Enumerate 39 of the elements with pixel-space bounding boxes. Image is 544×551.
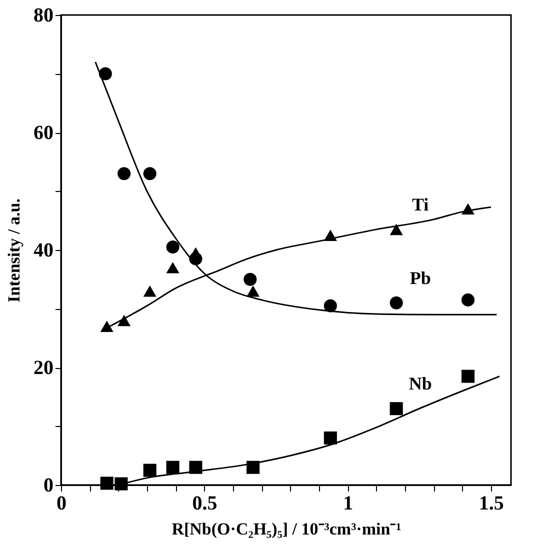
point xyxy=(118,167,131,180)
point xyxy=(100,320,114,332)
point xyxy=(244,272,257,286)
point xyxy=(461,293,475,306)
point xyxy=(166,262,180,274)
point xyxy=(189,460,202,474)
y-tick-label: 40 xyxy=(34,240,54,262)
y-axis-title: Intensity / a.u. xyxy=(4,198,24,302)
point xyxy=(166,240,180,254)
point xyxy=(246,285,260,297)
point xyxy=(100,476,114,490)
point xyxy=(114,477,128,490)
y-tick-label: 80 xyxy=(34,4,54,26)
point xyxy=(324,431,337,445)
point xyxy=(189,252,202,266)
x-tick-label: 0.5 xyxy=(192,492,218,514)
point xyxy=(166,460,180,474)
point xyxy=(118,314,131,326)
point xyxy=(143,464,156,477)
series-label: Nb xyxy=(408,374,432,394)
point xyxy=(390,224,403,236)
y-tick-label: 60 xyxy=(34,122,54,144)
x-tick-label: 1 xyxy=(343,492,354,514)
y-tick-label: 0 xyxy=(44,474,54,496)
point xyxy=(461,370,475,383)
point xyxy=(143,285,156,297)
point xyxy=(246,460,260,474)
x-tick-label: 1.5 xyxy=(478,492,504,514)
point xyxy=(390,296,403,310)
point xyxy=(324,299,337,312)
point xyxy=(143,167,156,180)
series-label: Ti xyxy=(412,194,429,214)
point xyxy=(98,67,112,80)
y-tick-label: 20 xyxy=(34,357,54,379)
x-axis-title: R[Nb(O·C₂H₅)₅] / 10⁻³cm³·min⁻¹ xyxy=(172,520,402,538)
point xyxy=(461,203,475,215)
series-label: Pb xyxy=(410,268,431,288)
point xyxy=(390,402,403,416)
point xyxy=(324,230,337,241)
